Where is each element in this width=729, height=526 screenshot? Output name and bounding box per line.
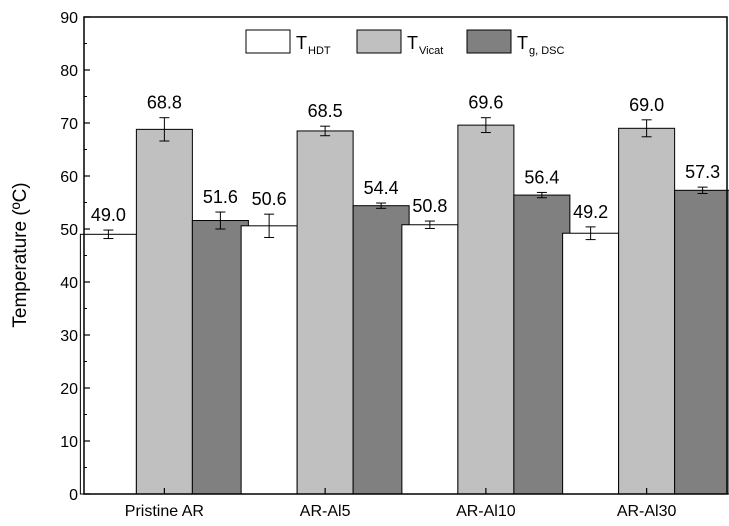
y-tick-label: 60 [60, 169, 78, 186]
data-label: 57.3 [685, 162, 720, 182]
data-label: 68.8 [147, 93, 182, 113]
data-label: 68.5 [308, 101, 343, 121]
data-label: 56.4 [524, 167, 559, 187]
bar [352, 205, 410, 495]
x-tick-label: AR-Al10 [456, 503, 516, 520]
legend-label: TVicat [407, 33, 443, 57]
bar [562, 232, 620, 495]
data-label: 49.0 [91, 205, 126, 225]
data-label: 49.2 [573, 202, 608, 222]
axis-layer: 0 10 20 30 40 50 60 70 80 90 Pristine AR AR-Al5 AR-A… [60, 10, 676, 520]
y-axis-label: Temperature (ºC) [10, 182, 31, 327]
data-label: 69.0 [629, 95, 664, 115]
y-tick-label: 10 [60, 434, 78, 451]
y-tick-label: 80 [60, 63, 78, 80]
y-tick-label: 30 [60, 328, 78, 345]
bar [401, 224, 459, 495]
y-tick-label: 40 [60, 275, 78, 292]
y-tick-label: 20 [60, 381, 78, 398]
bar [674, 189, 729, 495]
legend: THDT TVicat Tg, DSC [245, 29, 565, 57]
bar [457, 124, 515, 495]
bar [135, 128, 193, 495]
y-tick-label: 0 [69, 487, 78, 504]
data-label: 69.6 [468, 93, 503, 113]
data-label: 50.6 [252, 189, 287, 209]
data-label: 50.8 [412, 196, 447, 216]
y-tick-label: 50 [60, 222, 78, 239]
bars-layer: 49.0 68.8 51.6 50.6 68.5 54.4 50.8 69.6 56.4 49.2… [79, 93, 729, 495]
bar [618, 127, 676, 495]
legend-swatch [466, 29, 512, 54]
x-tick-label: AR-Al5 [300, 503, 351, 520]
bar [296, 130, 354, 495]
legend-swatch [245, 29, 291, 54]
x-tick-label: Pristine AR [125, 503, 204, 520]
data-label: 54.4 [364, 178, 399, 198]
legend-swatch [356, 29, 402, 54]
legend-label: THDT [296, 33, 331, 57]
data-label: 51.6 [203, 187, 238, 207]
bar [513, 194, 571, 495]
legend-label: Tg, DSC [517, 33, 565, 57]
x-tick-label: AR-Al30 [617, 503, 677, 520]
bar [191, 220, 249, 495]
y-tick-label: 70 [60, 116, 78, 133]
y-tick-label: 90 [60, 10, 78, 27]
bar [240, 225, 298, 495]
bar [79, 233, 137, 495]
